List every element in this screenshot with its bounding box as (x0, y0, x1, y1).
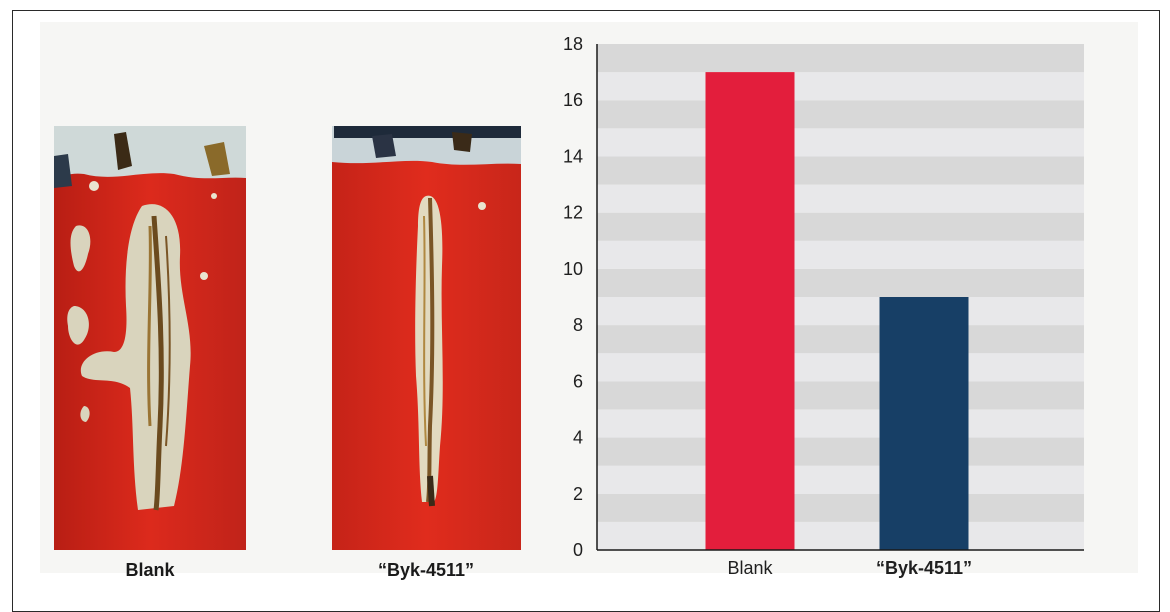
y-tick-label: 14 (563, 146, 583, 166)
grid-band (597, 381, 1084, 410)
grid-band (597, 128, 1084, 157)
grid-band (597, 212, 1084, 241)
grid-band (597, 409, 1084, 438)
grid-band (597, 325, 1084, 354)
x-axis-labels: Blank “Byk-4511” (727, 558, 972, 578)
grid-band (597, 240, 1084, 269)
grid-band (597, 184, 1084, 213)
grid-band (597, 156, 1084, 185)
y-tick-label: 2 (573, 484, 583, 504)
y-tick-label: 18 (563, 34, 583, 54)
grid-band (597, 268, 1084, 297)
photo-caption-blank: Blank (125, 560, 175, 580)
photo-blank-image (54, 126, 246, 550)
y-axis-ticks: 0 2 4 6 8 10 12 14 16 18 (563, 34, 583, 560)
photo-byk-image (332, 126, 521, 550)
bar-1 (879, 297, 969, 550)
grid-band (597, 44, 1084, 73)
grid-band (597, 297, 1084, 326)
bar-chart: 0 2 4 6 8 10 12 14 16 18 Blank “Byk-4511” (563, 34, 1084, 578)
y-tick-label: 8 (573, 315, 583, 335)
chart-bars (705, 72, 969, 550)
grid-band (597, 353, 1084, 382)
grid-band (597, 465, 1084, 494)
grid-band (597, 521, 1084, 550)
bar-0 (705, 72, 795, 550)
y-tick-label: 12 (563, 203, 583, 223)
grid-band (597, 100, 1084, 129)
grid-band (597, 493, 1084, 522)
chart-background-bands (597, 44, 1084, 550)
y-tick-label: 10 (563, 259, 583, 279)
y-tick-label: 4 (573, 428, 583, 448)
x-category-label: “Byk-4511” (876, 558, 972, 578)
photo-caption-byk: “Byk-4511” (377, 560, 475, 580)
y-tick-label: 0 (573, 540, 583, 560)
grid-band (597, 437, 1084, 466)
x-category-label: Blank (727, 558, 773, 578)
photo-byk-panel (332, 126, 521, 550)
photo-blank-panel (54, 126, 246, 550)
y-tick-label: 16 (563, 90, 583, 110)
grid-band (597, 72, 1084, 101)
y-tick-label: 6 (573, 371, 583, 391)
